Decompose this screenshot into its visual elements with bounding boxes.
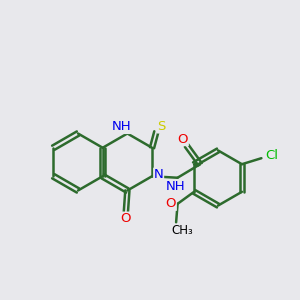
Text: O: O <box>121 212 131 225</box>
Text: NH: NH <box>112 120 132 134</box>
Text: NH: NH <box>165 180 185 193</box>
Text: O: O <box>166 197 176 210</box>
Text: CH₃: CH₃ <box>171 224 193 237</box>
Text: N: N <box>154 168 164 181</box>
Text: S: S <box>158 120 166 133</box>
Text: Cl: Cl <box>266 149 278 162</box>
Text: O: O <box>178 133 188 146</box>
